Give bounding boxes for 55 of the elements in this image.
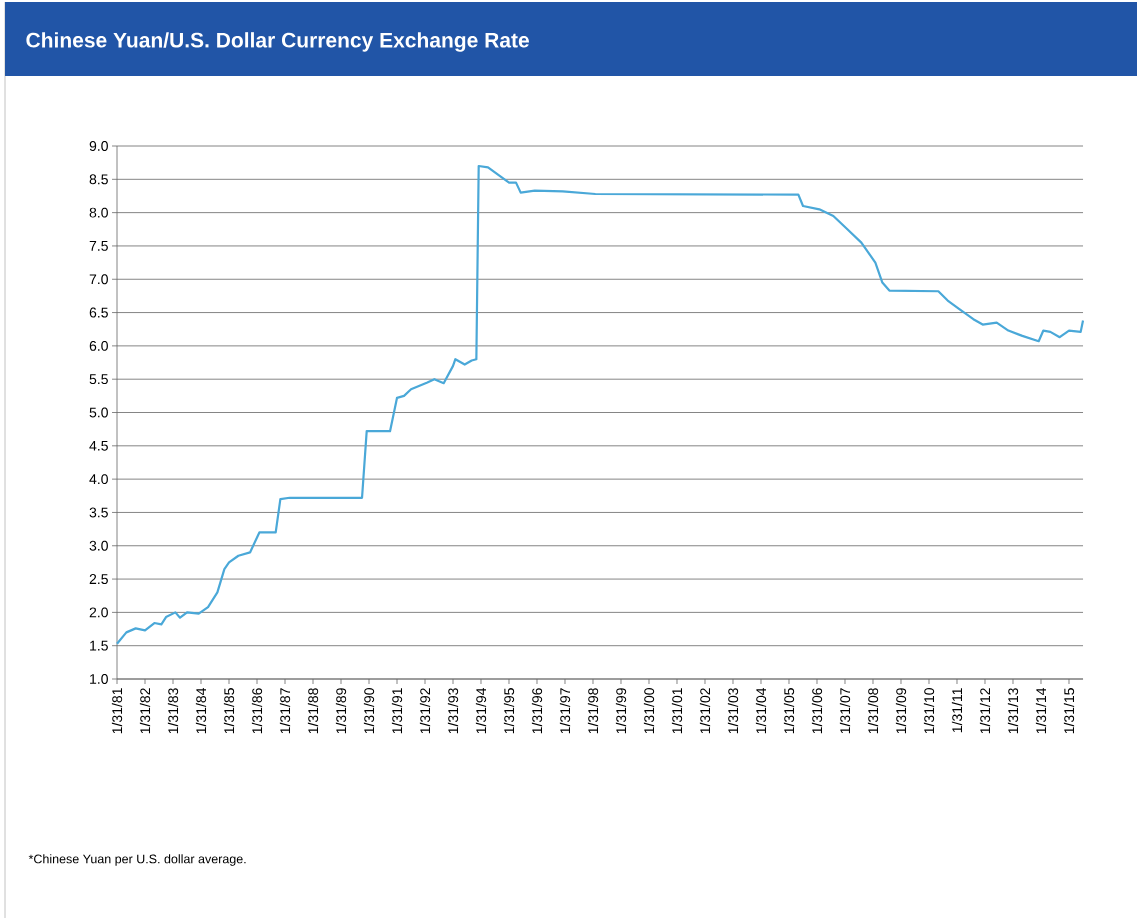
x-tick-label: 1/31/11 (951, 688, 963, 733)
x-tick-label: 1/31/12 (979, 688, 991, 734)
y-tick-label: 6.5 (89, 307, 108, 318)
y-tick-label: 3.0 (89, 540, 108, 551)
x-tick-label: 1/31/97 (559, 688, 571, 734)
x-tick-label: 1/31/93 (447, 688, 459, 734)
x-tick-label: 1/31/05 (783, 688, 795, 734)
chart-title: Chinese Yuan/U.S. Dollar Currency Exchange Rate (26, 32, 529, 52)
x-tick-label: 1/31/94 (475, 687, 487, 734)
x-tick-label: 1/31/85 (223, 688, 235, 734)
x-tick-label: 1/31/08 (867, 688, 879, 734)
line-series (115, 164, 1085, 645)
x-tick-label: 1/31/89 (335, 688, 347, 734)
x-tick-label: 1/31/10 (923, 688, 935, 734)
x-tick-label: 1/31/86 (251, 688, 263, 734)
x-tick-label: 1/31/03 (727, 688, 739, 734)
x-tick-label: 1/31/84 (195, 687, 207, 734)
x-tick-label: 1/31/01 (671, 688, 683, 734)
y-tick-label: 8.5 (89, 174, 108, 185)
y-tick-label: 7.0 (89, 274, 108, 285)
y-tick-label: 5.0 (89, 407, 108, 418)
x-tick-label: 1/31/15 (1063, 688, 1075, 734)
x-tick-label: 1/31/96 (531, 688, 543, 734)
x-tick-label: 1/31/13 (1007, 688, 1019, 734)
y-tick-label: 9.0 (89, 141, 108, 151)
x-tick-label: 1/31/06 (811, 688, 823, 734)
x-tick-label: 1/31/98 (587, 688, 599, 734)
x-tick-label: 1/31/83 (167, 688, 179, 734)
x-tick-label: 1/31/87 (279, 688, 291, 734)
x-tick-label: 1/31/99 (615, 688, 627, 734)
y-tick-label: 8.0 (89, 207, 108, 218)
x-tick-label: 1/31/81 (111, 688, 123, 734)
x-tick-label: 1/31/90 (363, 688, 375, 734)
x-tick-label: 1/31/07 (839, 688, 851, 734)
x-tick-label: 1/31/91 (391, 688, 403, 734)
x-tick-label: 1/31/82 (139, 688, 151, 734)
x-tick-label: 1/31/95 (503, 688, 515, 734)
x-tick-label: 1/31/09 (895, 688, 907, 734)
text: *Chinese Yuan per U.S. dollar average. (28, 854, 246, 866)
y-tick-label: 6.0 (89, 340, 108, 351)
y-tick-label: 3.5 (89, 507, 108, 518)
y-tick-label: 1.5 (90, 640, 108, 651)
x-tick-label: 1/31/88 (307, 688, 319, 734)
x-tick-label: 1/31/04 (755, 687, 767, 734)
y-tick-label: 7.5 (89, 241, 108, 251)
y-tick-label: 2.5 (89, 574, 108, 585)
y-tick-label: 1.0 (90, 674, 108, 684)
x-tick-label: 1/31/14 (1035, 687, 1047, 734)
y-tick-label: 4.5 (89, 440, 108, 451)
y-tick-label: 2.0 (89, 607, 108, 618)
y-tick-label: 4.0 (89, 474, 108, 485)
x-tick-label: 1/31/02 (699, 688, 711, 734)
y-tick-label: 5.5 (89, 374, 108, 385)
x-tick-label: 1/31/00 (643, 688, 655, 734)
x-tick-label: 1/31/92 (419, 688, 431, 734)
